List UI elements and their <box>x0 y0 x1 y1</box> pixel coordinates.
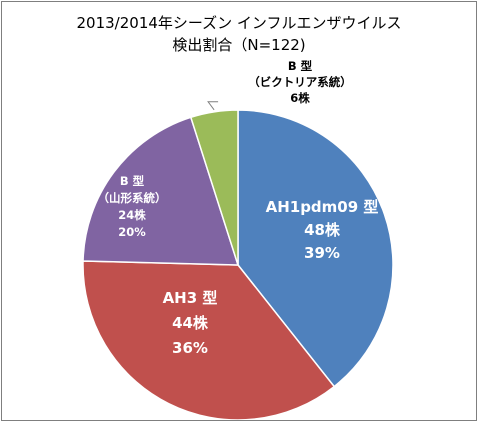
slice-label-name: B 型 <box>288 59 313 73</box>
pie-slice-0 <box>237 109 394 388</box>
slice-label-2: B 型 （山形系統） 24株 20% <box>98 174 167 239</box>
pie-slice-3 <box>189 109 239 266</box>
slice-label-count: 48株 <box>304 221 341 239</box>
pie-slices <box>82 109 394 421</box>
chart-title-line-2: 検出割合（N=122) <box>172 36 305 54</box>
slice-leader-line-3 <box>207 101 219 111</box>
pie-slice-1 <box>82 260 336 421</box>
slice-label-1: AH3 型 44株 36% <box>163 289 218 357</box>
slice-label-count: 6株 <box>290 91 310 105</box>
slice-label-count: 44株 <box>172 314 209 332</box>
chart-title-line-1: 2013/2014年シーズン インフルエンザウイルス <box>77 14 402 32</box>
slice-label-name: B 型 <box>120 174 145 188</box>
slice-labels: AH1pdm09 型 48株 39% AH3 型 44株 36% B 型 （山形系統） 24株 2… <box>98 59 379 357</box>
slice-label-name: AH1pdm09 型 <box>266 198 379 216</box>
slice-label-3: B 型 （ビクトリア系統） 6株 <box>248 59 352 105</box>
slice-label-percent: 36% <box>172 339 208 357</box>
slice-label-name: （ビクトリア系統） <box>248 75 352 89</box>
pie-slice-2 <box>82 116 240 266</box>
slice-label-percent: 39% <box>304 244 340 262</box>
slice-label-percent: 20% <box>118 225 146 239</box>
slice-label-name: （山形系統） <box>98 191 167 205</box>
slice-label-count: 24株 <box>118 208 146 222</box>
slice-label-0: AH1pdm09 型 48株 39% <box>266 198 379 262</box>
slice-label-name: AH3 型 <box>163 289 218 307</box>
pie-chart: 2013/2014年シーズン インフルエンザウイルス 検出割合（N=122) A… <box>77 14 402 421</box>
